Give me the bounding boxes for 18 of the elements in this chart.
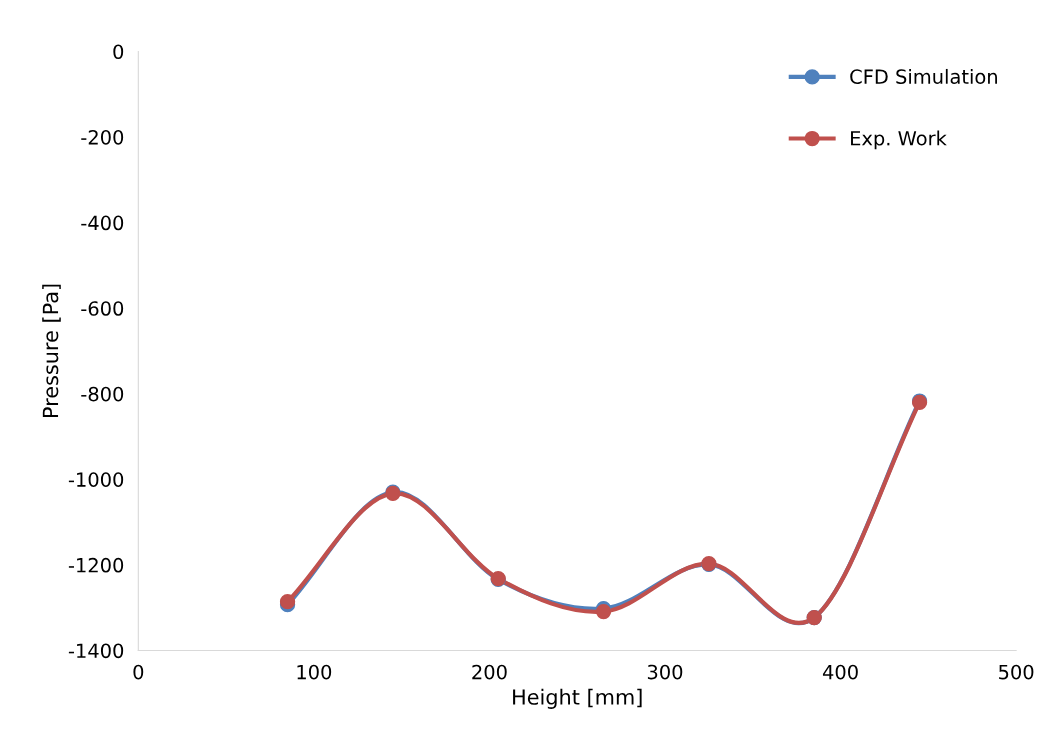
x-tick-label: 200	[472, 664, 507, 680]
y-tick-label: 0	[113, 44, 124, 60]
x-tick-label: 0	[133, 664, 144, 680]
y-tick-label: -1200	[68, 557, 124, 573]
y-axis-title: Pressure [Pa]	[42, 284, 61, 418]
y-tick-label: -200	[81, 129, 124, 145]
y-tick-label: -800	[81, 386, 124, 402]
x-tick-label: 500	[999, 664, 1034, 680]
x-axis-title: Height [mm]	[513, 688, 642, 709]
y-tick-label: -400	[81, 215, 124, 231]
legend-label: Exp. Work	[851, 130, 947, 150]
legend-label: CFD Simulation	[850, 68, 997, 84]
y-tick-label: -1000	[68, 472, 124, 487]
x-tick-label: 300	[647, 664, 683, 680]
x-tick-label: 100	[297, 664, 332, 680]
y-tick-label: -600	[81, 301, 124, 316]
y-tick-label: -1400	[68, 643, 124, 659]
x-tick-label: 400	[822, 664, 858, 680]
